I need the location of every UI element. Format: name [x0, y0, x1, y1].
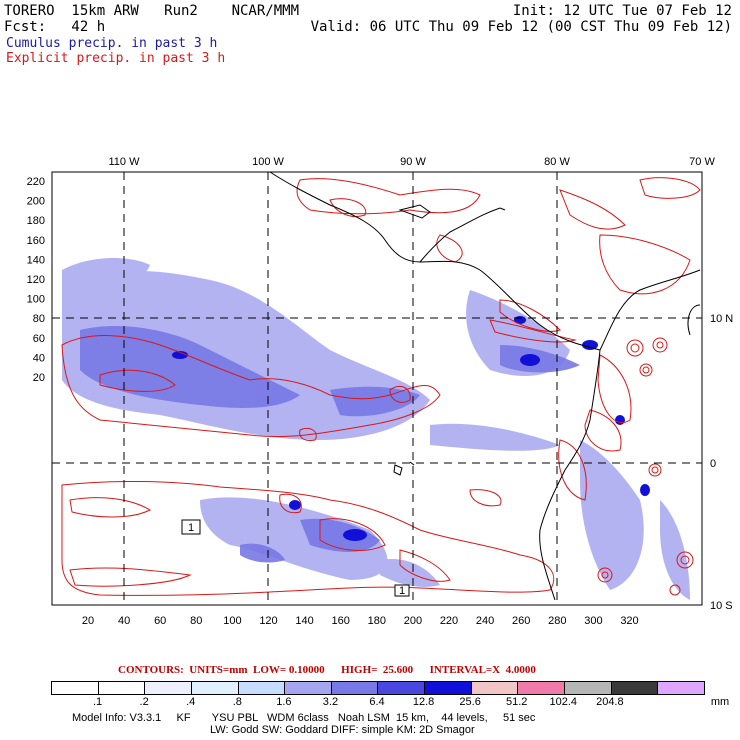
lon-label: 80 W	[544, 156, 570, 168]
x-tick-label: 280	[548, 615, 566, 627]
colorbar-label: .8	[232, 696, 242, 708]
model-info-line1: Model Info: V3.3.1 KF YSU PBL WDM 6class…	[72, 712, 536, 724]
x-tick-label: 60	[154, 615, 166, 627]
colorbar-swatch	[52, 682, 99, 694]
header-model-title: TORERO 15km ARW Run2 NCAR/MMM	[4, 3, 300, 19]
header-forecast-hour: Fcst: 42 h	[4, 19, 106, 35]
max-box-label: 1	[399, 585, 405, 597]
y-tick-label: 120	[27, 274, 45, 286]
colorbar	[51, 681, 705, 695]
lon-label: 100 W	[252, 156, 284, 168]
lon-label: 110 W	[109, 156, 141, 168]
model-info-line2: LW: Godd SW: Goddard DIFF: simple KM: 2D…	[210, 724, 475, 736]
y-tick-label: 140	[27, 254, 45, 266]
colorbar-swatch	[471, 682, 519, 694]
colorbar-label: 3.2	[322, 696, 339, 708]
x-tick-label: 80	[190, 615, 202, 627]
x-tick-label: 260	[512, 615, 530, 627]
colorbar-swatch	[238, 682, 286, 694]
colorbar-label: 12.8	[412, 696, 435, 708]
x-tick-label: 100	[223, 615, 241, 627]
lon-label: 90 W	[400, 156, 426, 168]
y-tick-label: 20	[33, 372, 45, 384]
colorbar-swatch	[658, 682, 704, 694]
explicit-precip-label: Explicit precip. in past 3 h	[6, 51, 226, 66]
colorbar-label: 25.6	[459, 696, 481, 708]
colorbar-label: 204.8	[596, 696, 624, 708]
precip-fields	[62, 258, 690, 600]
max-box-label: 1	[188, 522, 194, 534]
lon-label: 70 W	[689, 156, 715, 168]
colorbar-swatch	[611, 682, 659, 694]
y-tick-label: 180	[27, 215, 45, 227]
y-tick-label: 220	[27, 176, 45, 188]
contours-info: CONTOURS: UNITS=mm LOW= 0.10000 HIGH= 25…	[118, 664, 536, 676]
lat-label: 0	[710, 458, 716, 470]
x-tick-label: 160	[332, 615, 350, 627]
colorbar-swatch	[285, 682, 332, 694]
colorbar-label: 102.4	[549, 696, 578, 708]
x-tick-label: 40	[118, 615, 130, 627]
max-box	[394, 584, 410, 597]
y-tick-label: 100	[27, 294, 45, 306]
explicit-precip-contours	[61, 177, 701, 596]
colorbar-label: 6.4	[369, 696, 385, 708]
coastlines	[269, 171, 701, 601]
y-tick-label: 80	[33, 313, 45, 325]
colorbar-label: .2	[139, 696, 149, 708]
x-tick-label: 120	[259, 615, 277, 627]
y-tick-label: 40	[33, 352, 45, 364]
colorbar-swatch	[331, 682, 379, 694]
lat-lon-grid	[52, 172, 702, 605]
x-tick-label: 320	[620, 615, 638, 627]
colorbar-swatch	[145, 682, 192, 694]
lat-label: 10 N	[710, 313, 733, 325]
colorbar-unit: mm	[710, 696, 730, 708]
colorbar-label: 1.6	[276, 696, 292, 708]
x-tick-label: 180	[368, 615, 386, 627]
x-tick-label: 220	[440, 615, 458, 627]
y-tick-label: 200	[27, 196, 45, 208]
x-tick-label: 200	[404, 615, 422, 627]
x-tick-label: 300	[584, 615, 602, 627]
colorbar-swatch	[378, 682, 426, 694]
x-tick-label: 140	[295, 615, 313, 627]
y-tick-label: 160	[27, 235, 45, 247]
colorbar-label: .1	[92, 696, 103, 708]
map-frame	[51, 171, 703, 606]
header-valid-time: Valid: 06 UTC Thu 09 Feb 12 (00 CST Thu …	[310, 19, 732, 35]
colorbar-swatch	[98, 682, 146, 694]
colorbar-labels: .1 .2 .4 .8 1.6 3.2 6.4 12.8 25.6 51.2 102.4 204.8 m…	[0, 696, 740, 710]
lat-label: 10 S	[710, 600, 733, 612]
x-tick-label: 240	[476, 615, 494, 627]
header-init-time: Init: 12 UTC Tue 07 Feb 12	[512, 3, 732, 19]
cumulus-precip-label: Cumulus precip. in past 3 h	[6, 36, 218, 51]
colorbar-label: 51.2	[505, 696, 528, 708]
y-tick-label: 60	[33, 333, 45, 345]
x-tick-label: 20	[82, 615, 94, 627]
colorbar-label: .4	[186, 696, 196, 708]
max-box	[181, 519, 201, 535]
colorbar-swatch	[191, 682, 239, 694]
colorbar-swatch	[518, 682, 566, 694]
colorbar-swatch	[425, 682, 472, 694]
colorbar-swatch	[565, 682, 612, 694]
